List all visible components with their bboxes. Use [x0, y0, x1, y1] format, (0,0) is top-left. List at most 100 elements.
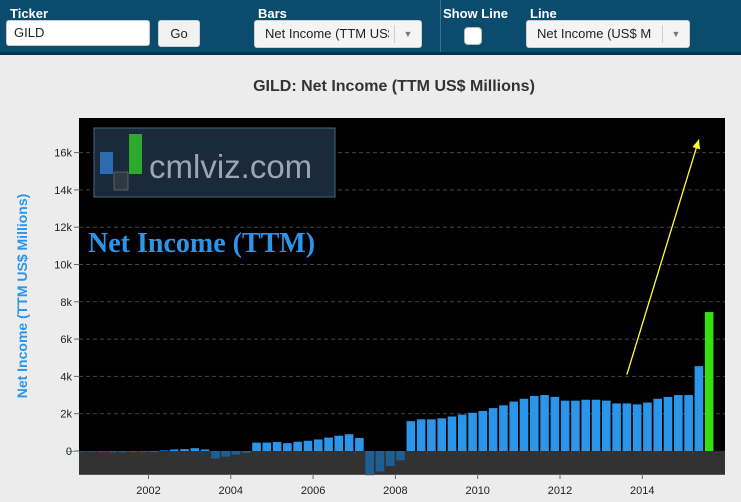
ticker-input[interactable]: GILD — [6, 20, 150, 46]
toolbar: Ticker GILD Go Bars Net Income (TTM US$ … — [0, 0, 741, 55]
bar — [457, 414, 467, 451]
bar — [509, 401, 519, 451]
toolbar-divider — [440, 0, 441, 52]
bar — [241, 451, 251, 453]
bar — [684, 395, 693, 451]
bar — [560, 400, 570, 451]
bar — [704, 312, 714, 451]
bar — [283, 443, 292, 451]
bar — [231, 451, 241, 455]
bar — [499, 405, 508, 451]
x-tick-label: 2008 — [383, 485, 407, 497]
y-tick-label: 16k — [54, 148, 72, 160]
bar — [468, 412, 477, 451]
watermark: cmlviz.com — [93, 127, 336, 198]
y-tick-label: 4k — [60, 371, 72, 383]
logo-blue-bar-icon — [100, 152, 113, 174]
x-tick-label: 2014 — [630, 485, 654, 497]
arrow-shaft — [626, 139, 700, 375]
bars-chevron-down-icon: ▼ — [394, 25, 421, 43]
bar — [396, 451, 405, 461]
bar — [87, 451, 97, 452]
bar — [221, 451, 230, 457]
bar — [416, 419, 426, 451]
bar — [303, 440, 313, 451]
bar — [519, 398, 529, 451]
negative-band — [79, 451, 725, 474]
bar — [674, 395, 683, 451]
bar — [581, 399, 591, 451]
bar — [139, 451, 148, 452]
bar — [591, 399, 601, 451]
bar — [344, 434, 354, 451]
y-tick-labels: 0 2k 4k 6k 8k 10k 12k 14k 16k — [54, 148, 79, 458]
y-tick-label: 12k — [54, 222, 72, 234]
bar — [385, 451, 395, 466]
line-select[interactable]: Net Income (US$ M ▼ — [526, 20, 690, 48]
show-line-checkbox[interactable] — [464, 27, 482, 45]
y-tick-label: 10k — [54, 260, 72, 272]
x-tick-label: 2006 — [301, 485, 325, 497]
bar — [663, 396, 673, 451]
bar — [437, 418, 446, 451]
bars-select[interactable]: Net Income (TTM US$ ▼ — [254, 20, 422, 48]
line-label: Line — [530, 6, 557, 21]
y-tick-label: 6k — [60, 334, 72, 346]
x-axis-line — [79, 474, 725, 475]
bar — [540, 395, 549, 451]
bar — [324, 437, 333, 451]
y-tick-label: 2k — [60, 409, 72, 421]
bar — [272, 442, 282, 451]
y-tick-label: 14k — [54, 185, 72, 197]
y-tick-label: 0 — [66, 446, 72, 458]
go-button[interactable]: Go — [158, 20, 200, 47]
x-tick-label: 2012 — [548, 485, 572, 497]
bar — [252, 442, 261, 451]
bar — [97, 451, 107, 452]
bar — [293, 441, 302, 451]
x-tick-labels: 2002 2004 2006 2008 2010 2012 2014 — [136, 474, 655, 497]
bar — [375, 451, 385, 472]
bar — [190, 448, 200, 451]
bar — [632, 404, 642, 451]
y-axis-label: Net Income (TTM US$ Millions) — [14, 194, 30, 399]
chart-title: GILD: Net Income (TTM US$ Millions) — [253, 78, 535, 95]
bar — [447, 416, 457, 451]
logo-gray-bar-icon — [113, 171, 129, 191]
bar — [355, 437, 364, 451]
bar — [149, 451, 158, 452]
bars — [67, 312, 714, 476]
arrow-head — [692, 139, 701, 150]
show-line-label: Show Line — [443, 6, 508, 21]
bar — [406, 421, 416, 451]
bar — [313, 439, 323, 451]
bar — [180, 449, 189, 451]
bar — [77, 451, 86, 452]
bar — [427, 419, 436, 451]
bar — [169, 449, 179, 451]
bar — [262, 442, 272, 451]
bar — [118, 451, 128, 453]
bars-select-value: Net Income (TTM US$ — [265, 26, 389, 41]
bar — [334, 435, 344, 451]
x-tick-label: 2002 — [136, 485, 160, 497]
trend-arrow — [626, 139, 701, 375]
bar — [200, 449, 210, 451]
x-tick-label: 2010 — [465, 485, 489, 497]
bar — [550, 396, 560, 451]
bar — [159, 450, 169, 451]
bar — [108, 451, 117, 453]
bar — [211, 451, 220, 459]
bar — [478, 410, 488, 451]
line-chevron-down-icon: ▼ — [662, 25, 689, 43]
overlay-label: Net Income (TTM) — [88, 228, 315, 259]
logo-green-bar-icon — [129, 134, 142, 174]
watermark-text: cmlviz.com — [149, 148, 312, 185]
bar — [622, 403, 632, 451]
bar — [488, 408, 498, 451]
bar — [601, 400, 611, 451]
bar — [67, 451, 76, 452]
x-tick-label: 2004 — [219, 485, 243, 497]
bar — [612, 403, 621, 451]
